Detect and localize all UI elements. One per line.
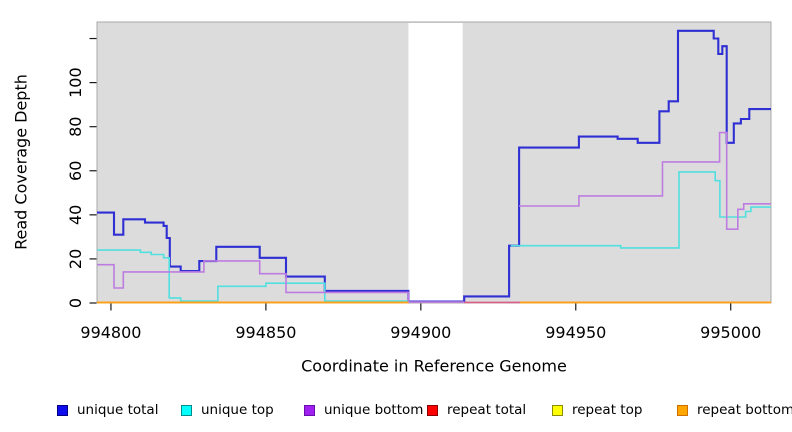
no-data-band: [408, 23, 463, 303]
legend-label: repeat bottom: [697, 402, 792, 418]
series-unique-top: [510, 171, 771, 249]
series-unique-total: [97, 29, 771, 303]
x-tick-label: 994950: [545, 323, 606, 342]
legend-label: unique total: [77, 402, 159, 418]
legend-swatch-repeat-total: [427, 404, 438, 416]
legend-swatch-unique-bottom: [304, 404, 315, 416]
legend-item-unique-top: unique top: [181, 401, 274, 419]
y-tick-label: 20: [66, 249, 85, 269]
legend-item-repeat-bottom: repeat bottom: [677, 401, 792, 419]
series-unique-bottom: [519, 131, 771, 230]
y-tick-label: 60: [66, 161, 85, 181]
x-tick-label: 994850: [235, 323, 296, 342]
y-axis-title: Read Coverage Depth: [11, 74, 31, 250]
legend-item-repeat-top: repeat top: [552, 401, 642, 419]
legend-label: repeat top: [572, 402, 643, 418]
y-tick-label: 100: [66, 67, 85, 98]
x-axis: 994800 994850 994900 994950 995000: [80, 303, 761, 342]
legend-item-repeat-total: repeat total: [427, 401, 526, 419]
legend-swatch-unique-top: [181, 404, 192, 416]
legend-item-unique-bottom: unique bottom: [304, 401, 423, 419]
x-axis-title: Coordinate in Reference Genome: [301, 356, 567, 376]
x-tick-label: 994800: [80, 323, 141, 342]
legend-swatch-repeat-top: [552, 404, 563, 416]
legend-label: unique bottom: [324, 402, 424, 418]
legend-swatch-repeat-bottom: [677, 404, 688, 416]
y-tick-label: 80: [66, 117, 85, 137]
legend-label: unique top: [201, 402, 274, 418]
x-tick-label: 995000: [700, 323, 761, 342]
legend-label: repeat total: [447, 402, 527, 418]
series-unique-top: [97, 249, 409, 302]
x-tick-label: 994900: [390, 323, 451, 342]
legend-swatch-unique-total: [57, 404, 68, 416]
y-tick-label: 40: [66, 205, 85, 225]
y-tick-label: 0: [66, 298, 85, 308]
series-unique-bottom: [97, 260, 465, 303]
y-axis: 0 20 40 60 80 100: [66, 37, 97, 308]
legend-item-unique-total: unique total: [57, 401, 158, 419]
plot-border: [96, 21, 772, 304]
